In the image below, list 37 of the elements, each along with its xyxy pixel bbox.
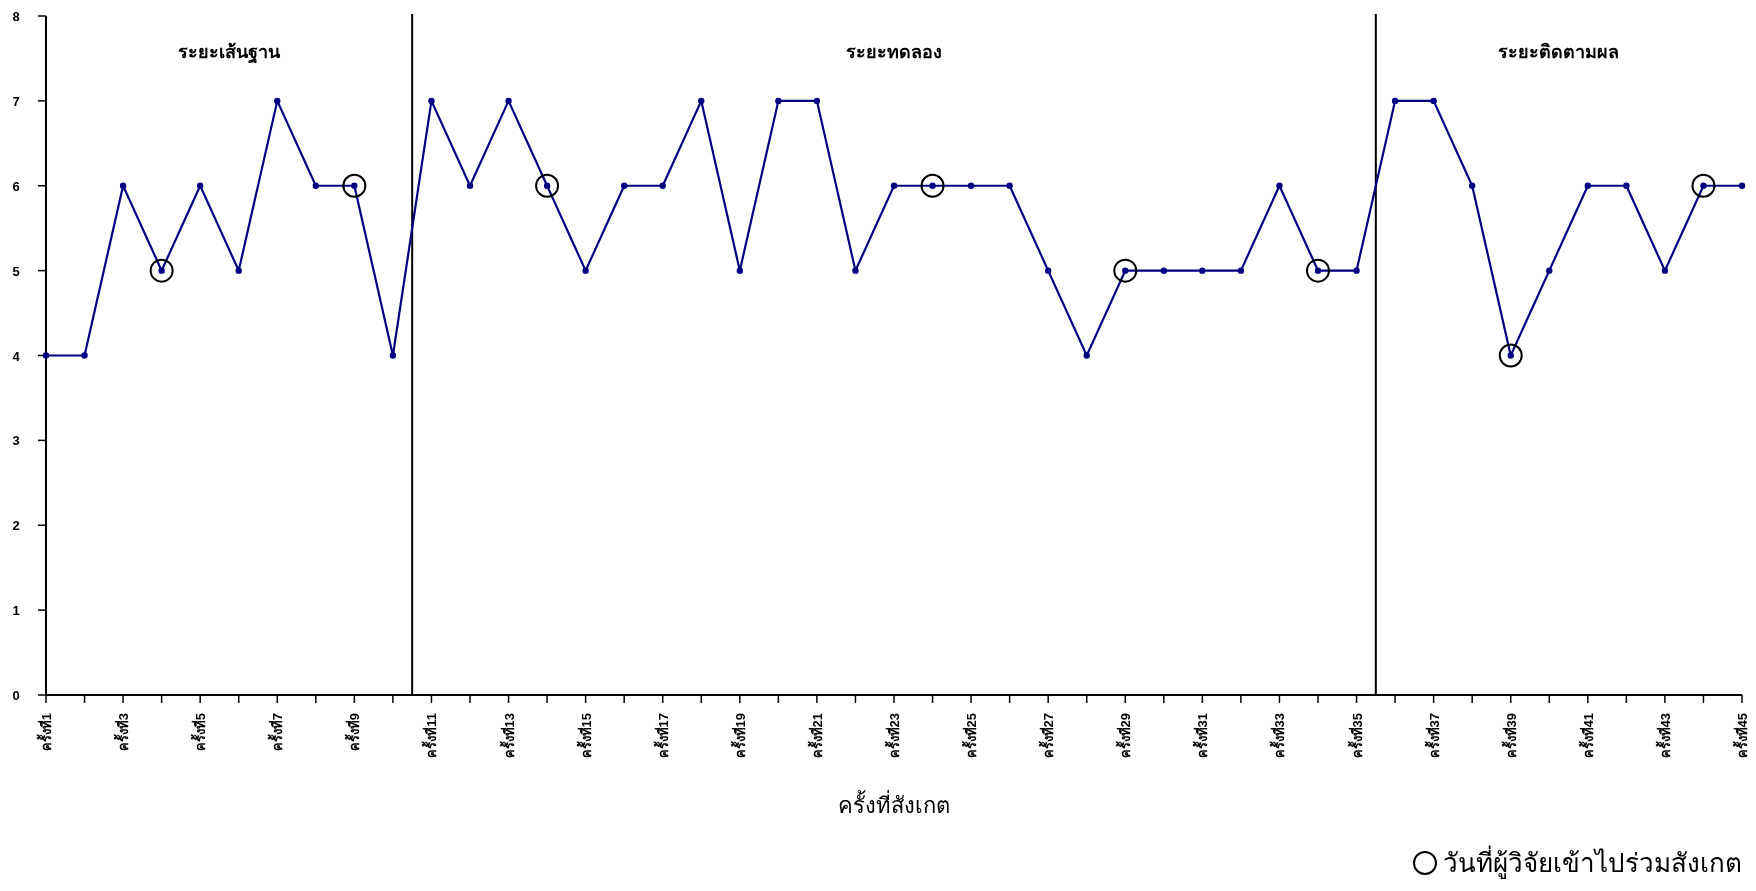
x-tick-label: ครั้งที่31 — [1192, 713, 1211, 759]
x-tick-label: ครั้งที่5 — [190, 713, 209, 752]
y-tick-label: 1 — [12, 603, 20, 619]
x-tick-label: ครั้งที่43 — [1654, 713, 1673, 759]
y-tick-label: 4 — [12, 348, 21, 364]
x-tick-label: ครั้งที่7 — [267, 713, 286, 752]
annotation: ระยะเส้นฐาน — [178, 42, 282, 64]
x-tick-label: ครั้งที่27 — [1038, 713, 1057, 759]
y-tick-label: 7 — [12, 93, 20, 109]
x-tick-label: ครั้งที่37 — [1423, 713, 1442, 759]
x-tick-label: ครั้งที่15 — [575, 713, 594, 759]
y-tick-label: 8 — [12, 9, 20, 24]
x-tick-label: ครั้งที่29 — [1115, 713, 1134, 759]
x-tick-label: ครั้งที่39 — [1500, 713, 1519, 759]
x-tick-label: ครั้งที่25 — [961, 713, 980, 759]
annotation: ระยะทดลอง — [846, 42, 942, 62]
x-tick-label: ครั้งที่33 — [1269, 713, 1288, 759]
x-tick-label: ครั้งที่1 — [36, 713, 54, 752]
y-tick-label: 3 — [12, 433, 20, 449]
x-tick-label: ครั้งที่23 — [884, 713, 902, 759]
x-tick-label: ครั้งที่45 — [1732, 713, 1750, 759]
x-tick-label: ครั้งที่13 — [498, 713, 517, 759]
x-tick-label: ครั้งที่35 — [1346, 713, 1365, 759]
legend-label: วันที่ผู้วิจัยเข้าไปร่วมสังเกต — [1443, 845, 1742, 879]
y-tick-label: 2 — [12, 518, 20, 534]
x-tick-label: ครั้งที่41 — [1577, 713, 1596, 759]
x-tick-label: ครั้งที่11 — [421, 713, 440, 758]
x-tick-label: ครั้งที่3 — [113, 713, 132, 752]
y-tick-label: 6 — [12, 178, 20, 194]
x-tick-label: ครั้งที่9 — [344, 713, 363, 752]
x-tick-label: ครั้งที่19 — [729, 713, 748, 759]
x-tick-label: ครั้งที่21 — [806, 713, 825, 759]
y-tick-label: 0 — [12, 688, 20, 703]
x-tick-label: ครั้งที่17 — [652, 713, 671, 759]
x-axis-title: ครั้งที่สังเกต — [838, 790, 950, 818]
y-tick-label: 5 — [12, 263, 20, 279]
annotation: ระยะติดตามผล — [1498, 42, 1620, 62]
